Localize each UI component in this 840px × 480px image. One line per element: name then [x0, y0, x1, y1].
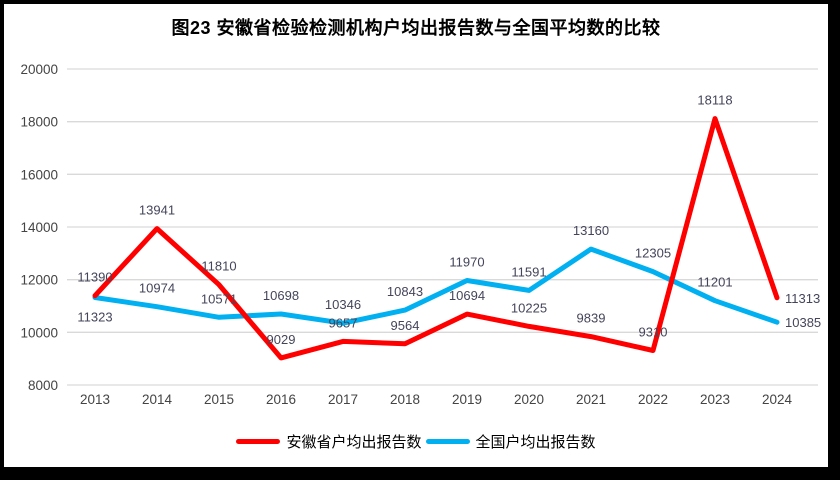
x-axis-tick-label: 2021: [576, 392, 606, 407]
x-axis-tick-label: 2024: [762, 392, 793, 407]
data-label: 10698: [263, 288, 299, 303]
data-label: 11810: [201, 259, 236, 274]
x-axis-tick-label: 2017: [328, 392, 358, 407]
y-axis-tick-label: 10000: [20, 325, 58, 340]
x-axis-tick-label: 2013: [80, 392, 110, 407]
data-label: 11313: [785, 291, 820, 306]
data-label: 10694: [449, 288, 485, 303]
data-label: 13941: [139, 203, 175, 218]
data-label: 11591: [511, 264, 546, 279]
x-axis-tick-label: 2018: [390, 392, 420, 407]
legend-label-national: 全国户均出报告数: [475, 434, 596, 451]
x-axis-tick-label: 2022: [638, 392, 668, 407]
y-axis-tick-label: 20000: [20, 62, 58, 77]
data-label: 18118: [697, 93, 732, 108]
data-label: 10225: [511, 300, 547, 315]
y-axis-tick-label: 16000: [20, 167, 58, 182]
data-label: 13160: [573, 223, 609, 238]
legend-item-anhui: 安徽省户均出报告数: [236, 431, 422, 452]
y-axis-tick-label: 8000: [28, 378, 58, 393]
x-axis-tick-label: 2014: [142, 392, 173, 407]
series-line: [92, 116, 780, 361]
data-label: 10974: [139, 281, 175, 296]
data-label: 9657: [329, 315, 358, 330]
data-label: 10346: [325, 297, 361, 312]
x-axis-tick-label: 2023: [700, 392, 730, 407]
data-label: 11390: [77, 270, 112, 285]
chart-legend: 安徽省户均出报告数 全国户均出报告数: [4, 431, 828, 452]
chart-title: 图23 安徽省检验检测机构户均出报告数与全国平均数的比较: [171, 18, 661, 38]
legend-label-anhui: 安徽省户均出报告数: [286, 434, 422, 451]
data-label: 9839: [577, 311, 606, 326]
data-label: 10571: [201, 291, 237, 306]
data-label: 10385: [785, 315, 821, 330]
x-axis-tick-label: 2015: [204, 392, 234, 407]
legend-line-blue: [425, 439, 470, 444]
data-label: 9310: [639, 325, 668, 340]
x-axis-tick-label: 2019: [452, 392, 482, 407]
legend-item-national: 全国户均出报告数: [425, 431, 596, 452]
y-axis-tick-label: 14000: [20, 220, 58, 235]
y-axis-tick-label: 12000: [20, 273, 58, 288]
line-chart: 8000 10000 12000 14000 16000 18000 20000 2013 20…: [20, 62, 821, 407]
y-axis-tick-label: 18000: [20, 115, 58, 130]
data-label: 9029: [267, 332, 296, 347]
series-line: [92, 246, 780, 326]
x-axis-tick-label: 2020: [514, 392, 544, 407]
data-label: 11323: [77, 309, 112, 324]
data-label: 11970: [449, 254, 484, 269]
data-label: 12305: [635, 246, 671, 261]
data-label: 9564: [391, 318, 420, 333]
x-axis-tick-label: 2016: [266, 392, 296, 407]
data-label: 11201: [697, 275, 732, 290]
data-label: 10843: [387, 284, 423, 299]
legend-line-red: [236, 439, 281, 444]
